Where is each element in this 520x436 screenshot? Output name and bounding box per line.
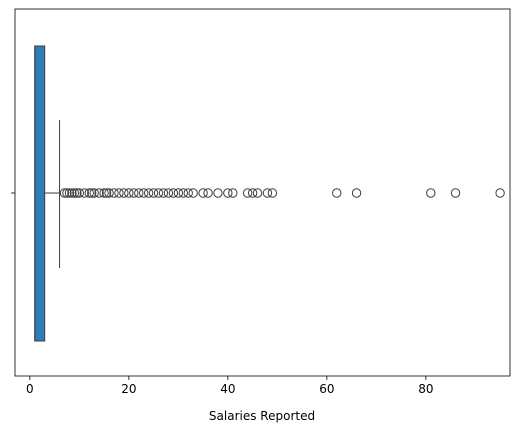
x-tick-label: 60	[319, 382, 334, 396]
outlier-point	[183, 188, 193, 198]
outlier-point	[119, 188, 129, 198]
outlier-point	[89, 188, 99, 198]
x-axis-label: Salaries Reported	[209, 409, 315, 423]
outlier-point	[252, 188, 263, 198]
outlier-point	[67, 188, 77, 198]
outlier-point	[198, 188, 208, 198]
outlier-point	[109, 188, 119, 198]
x-tick-label: 0	[26, 382, 34, 396]
outlier-point	[262, 188, 273, 198]
outlier-point	[99, 188, 109, 198]
outlier-point	[158, 188, 169, 198]
axes-frame	[14, 8, 511, 377]
outlier-point	[178, 188, 189, 198]
outlier-point	[134, 188, 144, 198]
outlier-point	[153, 188, 164, 198]
outlier-point	[114, 188, 124, 198]
outlier-point	[148, 188, 159, 198]
outlier-point	[267, 188, 278, 198]
outlier-point	[247, 188, 258, 198]
x-axis: 0 20 40 60 80	[26, 376, 433, 396]
outlier-point	[223, 188, 233, 198]
outlier-point	[129, 188, 139, 198]
outlier-point	[94, 188, 104, 198]
outlier-point	[104, 188, 114, 198]
outlier-point	[74, 188, 85, 198]
x-tick-label: 40	[220, 382, 235, 396]
outlier-point	[139, 188, 149, 198]
outlier-point	[213, 188, 223, 198]
outlier-point	[332, 188, 342, 198]
outlier-point	[351, 188, 362, 198]
outlier-point	[168, 188, 179, 198]
outlier-point	[84, 188, 94, 198]
outlier-point	[62, 188, 72, 198]
box-group	[34, 45, 61, 342]
plot-area	[14, 8, 511, 377]
outlier-point	[87, 188, 97, 198]
outlier-point	[242, 188, 253, 198]
outlier-point	[64, 188, 75, 198]
outlier-point	[69, 188, 80, 198]
outlier-point	[188, 188, 198, 198]
outlier-point	[203, 188, 213, 198]
outlier-point	[72, 188, 82, 198]
outlier-point	[59, 188, 70, 198]
outlier-point	[495, 188, 505, 198]
outlier-points	[59, 188, 505, 198]
outlier-point	[173, 188, 184, 198]
x-tick-label: 80	[418, 382, 433, 396]
outlier-point	[143, 188, 154, 198]
outlier-point	[79, 188, 90, 198]
outlier-point	[124, 188, 134, 198]
x-tick-label: 20	[121, 382, 136, 396]
outlier-point	[426, 188, 436, 198]
outlier-point	[450, 188, 461, 198]
outlier-point	[163, 188, 174, 198]
outlier-point	[101, 188, 112, 198]
outlier-point	[228, 188, 238, 198]
box	[34, 45, 46, 342]
